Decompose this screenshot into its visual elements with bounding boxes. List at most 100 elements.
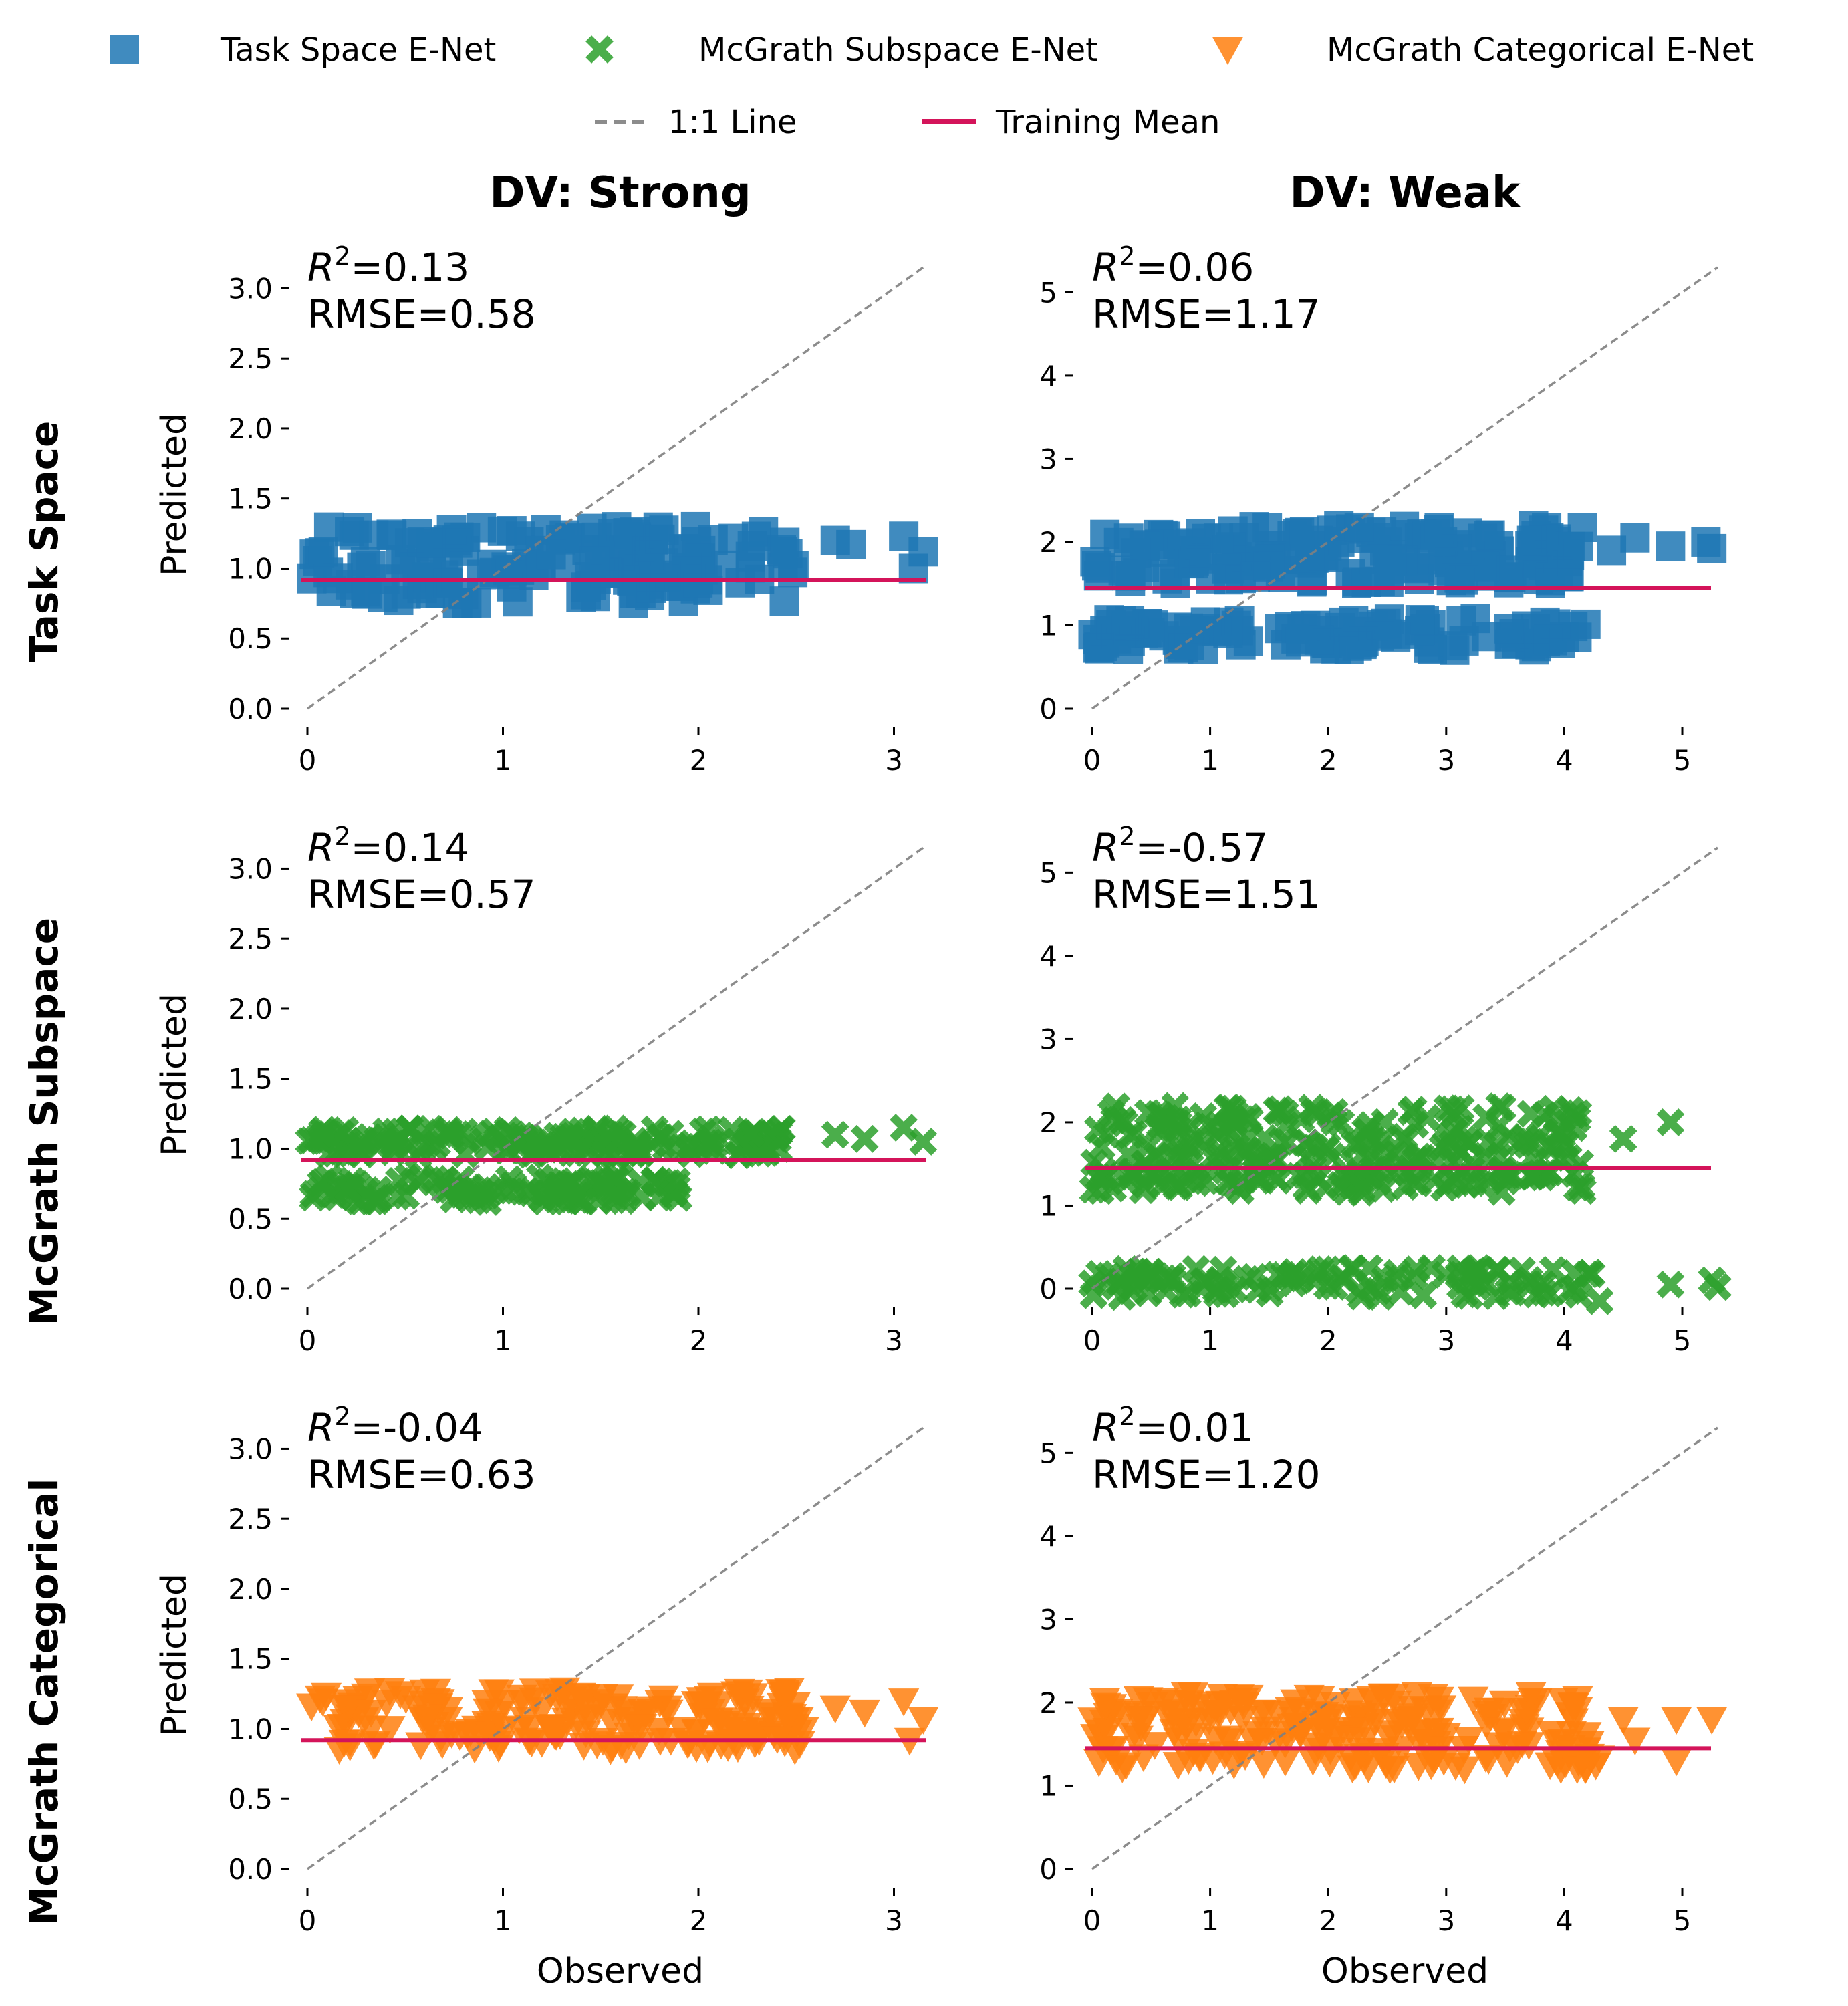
data-point — [1529, 1270, 1558, 1299]
data-point — [626, 1714, 658, 1742]
data-point — [1196, 1112, 1224, 1141]
y-tick-label: 0.0 — [228, 1853, 273, 1886]
data-point — [1331, 1265, 1359, 1293]
data-point — [720, 1729, 752, 1757]
data-point — [1487, 1157, 1516, 1186]
data-point — [1661, 1707, 1692, 1735]
y-tick-label: 2.0 — [228, 412, 273, 445]
x-tick-label: 0 — [1083, 1904, 1101, 1937]
data-point — [526, 1697, 557, 1725]
y-tick-label: 3.0 — [228, 1432, 273, 1465]
data-point — [1515, 547, 1545, 577]
data-point — [1449, 1756, 1480, 1785]
data-point — [1458, 1686, 1489, 1715]
data-point — [1696, 1707, 1728, 1735]
y-tick-label: 1.0 — [228, 1713, 273, 1745]
data-point — [674, 1136, 702, 1165]
data-points — [1077, 1682, 1728, 1785]
data-point — [1452, 1170, 1480, 1199]
x-tick-label: 0 — [299, 1904, 317, 1937]
legend-label: McGrath Categorical E-Net — [1327, 31, 1754, 69]
legend-marker-icon — [110, 35, 139, 64]
y-tick-label: 1 — [1039, 1189, 1057, 1222]
data-point — [618, 550, 648, 580]
data-point — [1409, 1281, 1438, 1309]
data-point — [1313, 1255, 1341, 1283]
data-point — [1168, 633, 1198, 663]
x-axis-label: Observed — [537, 1951, 704, 1991]
data-point — [1280, 1258, 1309, 1286]
data-point — [1090, 1692, 1121, 1721]
data-point — [416, 528, 446, 558]
y-tick-label: 3.0 — [228, 852, 273, 885]
y-tick-label: 0.5 — [228, 622, 273, 655]
row-title: Task Space — [21, 421, 67, 662]
legend-item: Training Mean — [922, 104, 1220, 141]
data-point — [1115, 1121, 1144, 1150]
data-point — [1082, 551, 1112, 581]
data-point — [1181, 537, 1211, 568]
column-titles: DV: Strong DV: Weak — [489, 168, 1521, 218]
data-point — [1306, 1255, 1335, 1283]
data-point — [719, 1707, 751, 1735]
x-tick-label: 2 — [1319, 1324, 1337, 1357]
x-tick-label: 2 — [1319, 744, 1337, 777]
data-point — [662, 1167, 691, 1196]
y-tick-label: 2.5 — [228, 922, 273, 955]
data-point — [1158, 1701, 1189, 1729]
data-point — [351, 577, 381, 607]
y-tick-label: 2 — [1039, 1686, 1057, 1719]
data-point — [1569, 1176, 1597, 1205]
data-point — [1620, 523, 1650, 553]
x-tick-label: 1 — [494, 1904, 512, 1937]
x-tick-label: 0 — [299, 744, 317, 777]
data-point — [1266, 1095, 1295, 1124]
data-point — [1311, 1709, 1343, 1737]
data-point — [1494, 614, 1524, 644]
x-tick-label: 1 — [1201, 1324, 1219, 1357]
legend-label: McGrath Subspace E-Net — [698, 31, 1098, 69]
x-tick-label: 2 — [690, 1324, 708, 1357]
legend-label: Task Space E-Net — [220, 31, 496, 69]
data-point — [323, 1715, 354, 1743]
data-point — [908, 537, 938, 567]
legend-item: 1:1 Line — [595, 104, 797, 141]
x-tick-label: 0 — [1083, 1324, 1101, 1357]
data-point — [1176, 1132, 1204, 1160]
data-point — [1405, 616, 1435, 646]
data-point — [1495, 1123, 1523, 1151]
y-tick-label: 1.5 — [228, 1063, 273, 1096]
data-point — [571, 580, 601, 610]
scatter-panel: 0.0 0.5 1.0 1.5 2.0 2.5 3.0 0 1 2 3 R2=0.13RMSE=0.5… — [154, 241, 938, 777]
data-point — [1470, 1745, 1501, 1773]
legend-item: McGrath Categorical E-Net — [1212, 31, 1754, 69]
y-tick-label: 5 — [1039, 1436, 1057, 1469]
data-point — [1383, 1259, 1412, 1287]
data-point — [423, 1130, 452, 1158]
data-point — [1314, 1749, 1345, 1778]
data-point — [724, 1141, 753, 1170]
data-point — [1619, 1727, 1651, 1756]
data-point — [464, 1186, 493, 1215]
data-point — [1295, 547, 1325, 578]
data-points — [295, 1114, 938, 1216]
data-point — [1585, 1287, 1614, 1315]
data-point — [369, 1126, 398, 1154]
data-point — [769, 1682, 801, 1711]
data-point — [1521, 614, 1551, 644]
data-point — [1202, 1700, 1234, 1728]
x-tick-label: 1 — [1201, 744, 1219, 777]
y-axis-label: Predicted — [154, 1574, 194, 1737]
legend-label: 1:1 Line — [668, 104, 797, 141]
data-point — [1371, 1108, 1399, 1136]
data-point — [1197, 1747, 1228, 1775]
data-point — [700, 1130, 729, 1159]
data-point — [1299, 1098, 1328, 1126]
data-point — [328, 1729, 360, 1758]
y-tick-label: 5 — [1039, 276, 1057, 309]
row-title: McGrath Subspace — [21, 918, 67, 1326]
y-tick-label: 2.5 — [228, 1503, 273, 1535]
data-point — [1255, 1279, 1284, 1308]
y-tick-label: 4 — [1039, 1520, 1057, 1553]
column-title: DV: Strong — [489, 168, 751, 218]
